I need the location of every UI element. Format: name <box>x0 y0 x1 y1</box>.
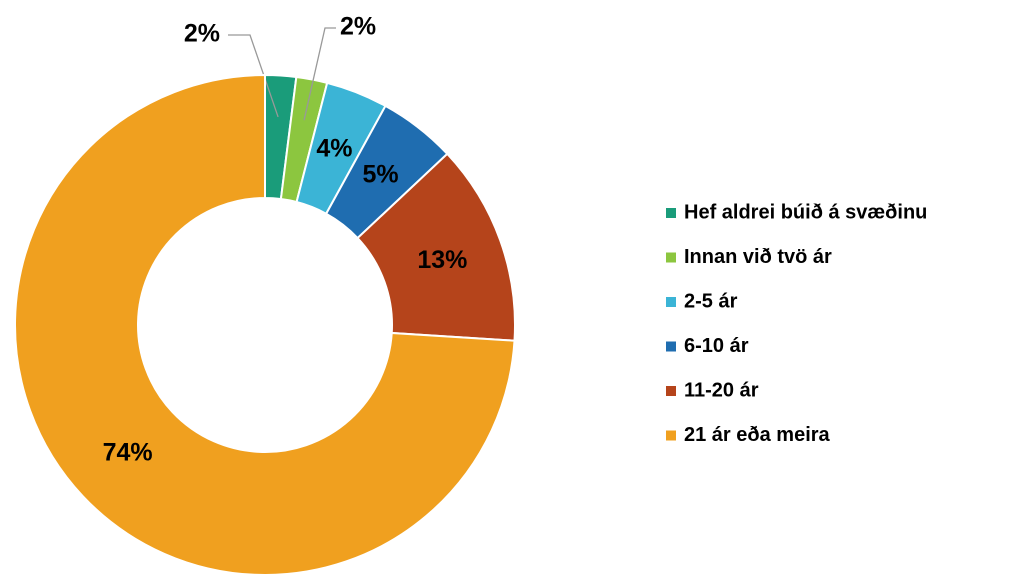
data-label: 2% <box>340 13 376 41</box>
legend-swatch <box>666 430 676 441</box>
legend-swatch <box>666 252 676 263</box>
data-label: 2% <box>184 20 220 48</box>
data-label: 4% <box>316 134 352 162</box>
data-label: 13% <box>417 246 467 274</box>
legend-label: 11-20 ár <box>684 379 759 401</box>
legend-label: 2-5 ár <box>684 290 738 312</box>
leader-line <box>303 27 336 121</box>
legend-swatch <box>666 297 676 307</box>
legend-label: Innan við tvö ár <box>684 246 832 268</box>
legend-swatch <box>666 341 676 352</box>
data-label: 5% <box>362 161 398 189</box>
data-label: 74% <box>103 439 153 467</box>
donut-slice <box>14 73 516 576</box>
legend-swatch <box>666 208 676 218</box>
leader-line <box>228 34 279 118</box>
legend-label: 21 ár eða meira <box>684 424 831 446</box>
legend-label: Hef aldrei búið á svæðinu <box>684 201 927 223</box>
legend-swatch <box>666 386 676 396</box>
legend-label: 6-10 ár <box>684 335 749 357</box>
